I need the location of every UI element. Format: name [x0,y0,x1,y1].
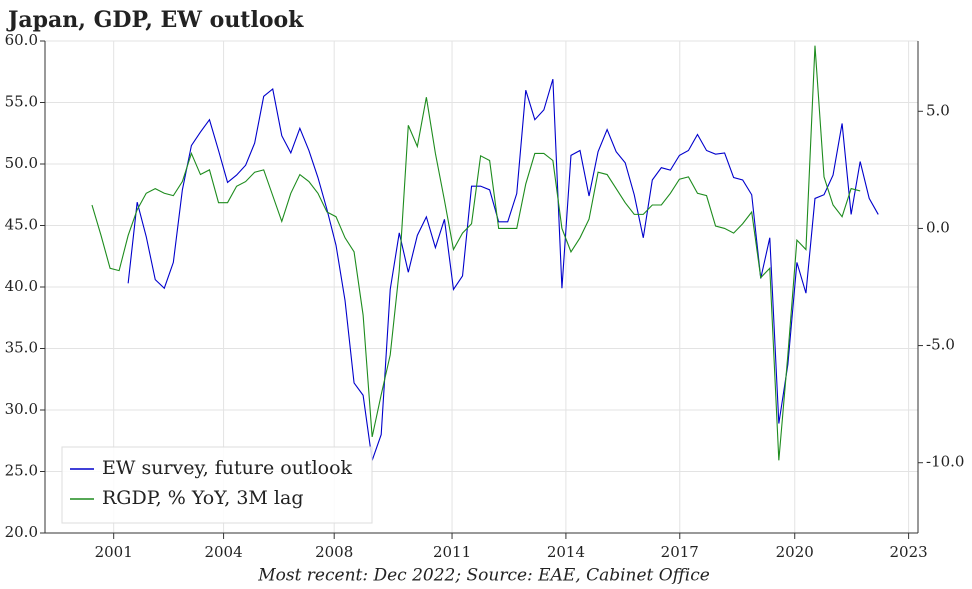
x-tick-label: 2014 [547,543,585,561]
y-tick-label: 45.0 [5,216,38,234]
x-tick-label: 2008 [315,543,353,561]
y2-tick-label: -10.0 [926,453,964,471]
x-tick-label: 2011 [433,543,471,561]
chart-title: Japan, GDP, EW outlook [6,7,304,33]
y-tick-label: 35.0 [5,339,38,357]
x-tick-label: 2020 [776,543,814,561]
y-tick-label: 60.0 [5,31,38,49]
footnote: Most recent: Dec 2022; Source: EAE, Cabi… [257,566,710,586]
y-tick-label: 20.0 [5,523,38,541]
y2-tick-label: 0.0 [926,218,950,236]
y-tick-label: 30.0 [5,400,38,418]
y-tick-label: 40.0 [5,277,38,295]
series-line [127,78,879,461]
legend-label: RGDP, % YoY, 3M lag [102,487,303,509]
y2-tick-label: -5.0 [926,336,955,354]
y-tick-label: 25.0 [5,462,38,480]
x-tick-label: 2023 [890,543,928,561]
x-tick-label: 2017 [661,543,699,561]
y-tick-label: 50.0 [5,154,38,172]
series-line [91,45,861,461]
legend-label: EW survey, future outlook [102,457,353,479]
x-tick-label: 2001 [95,543,133,561]
legend-box [61,446,373,524]
x-tick-label: 2004 [204,543,242,561]
y2-tick-label: 5.0 [926,101,950,119]
y-tick-label: 55.0 [5,93,38,111]
